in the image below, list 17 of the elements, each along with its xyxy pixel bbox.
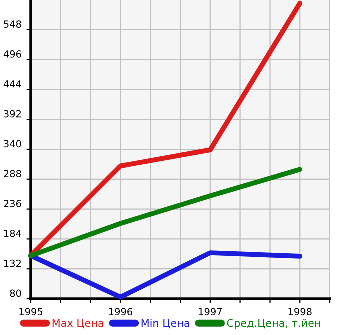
legend-label: Min Цена bbox=[142, 319, 190, 329]
y-tick-label: 548 bbox=[4, 20, 22, 28]
x-tick-label: 1996 bbox=[109, 308, 132, 316]
x-tick-label: 1998 bbox=[288, 308, 312, 316]
y-tick-label: 444 bbox=[4, 80, 22, 88]
y-tick-label: 392 bbox=[4, 110, 21, 118]
y-tick-label: 496 bbox=[4, 50, 22, 58]
y-tick-label: 184 bbox=[4, 230, 22, 238]
y-tick-label: 288 bbox=[4, 170, 22, 178]
legend-label: Max Цена bbox=[52, 319, 104, 329]
x-tick-label: 1995 bbox=[20, 308, 43, 316]
y-tick-label: 80 bbox=[10, 290, 22, 298]
y-tick-label: 236 bbox=[4, 200, 22, 208]
y-tick-label: 132 bbox=[4, 260, 21, 268]
legend-label: Сред.Цена, т.йен bbox=[227, 319, 320, 330]
y-tick-label: 340 bbox=[4, 140, 22, 148]
x-tick-label: 1997 bbox=[199, 308, 222, 316]
